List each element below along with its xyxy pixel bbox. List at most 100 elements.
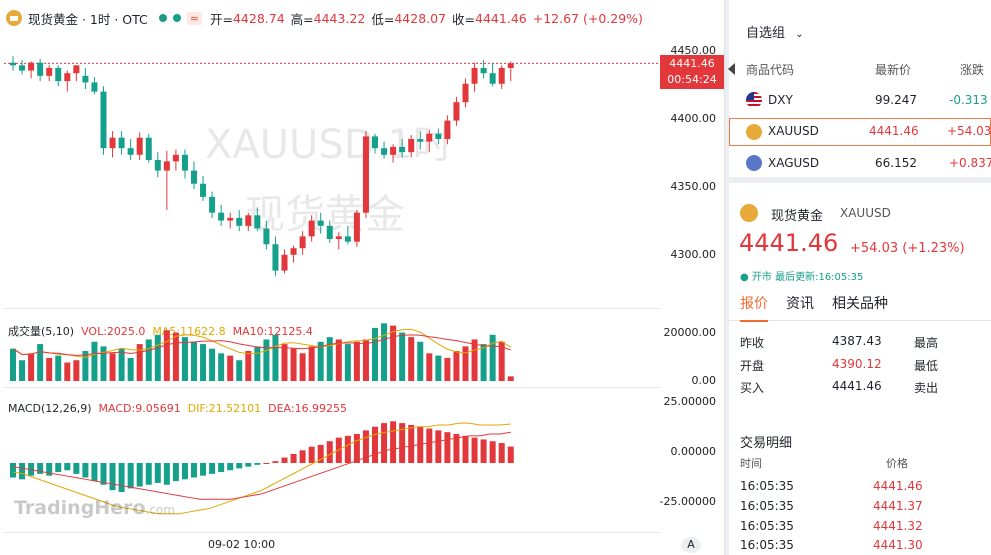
candle-body [335, 236, 342, 239]
symbol-title[interactable]: 现货黄金 · 1时 · OTC [28, 11, 148, 27]
candle-body [91, 82, 98, 92]
watchlist-header: 商品代码 最新价 涨跌 [729, 60, 991, 78]
candle-body [471, 67, 478, 84]
macd-dea: DEA:16.99255 [268, 402, 348, 415]
brand-logo: TradingHero.com [14, 497, 175, 519]
auto-scale-button[interactable]: A [681, 537, 701, 553]
price-panel[interactable] [4, 34, 660, 309]
volume-panel[interactable]: 成交量(5,10) VOL:2025.0 MA5:11622.8 MA10:12… [4, 313, 660, 388]
macd-bar [444, 432, 451, 463]
tab-news[interactable]: 资讯 [786, 296, 814, 312]
watchlist-collapse-icon[interactable] [728, 63, 735, 75]
candle-body [154, 160, 161, 171]
candle-body [236, 217, 243, 226]
volume-bar [73, 360, 80, 381]
candle-body [399, 146, 406, 153]
low-value: 4428.07 [394, 10, 447, 26]
quote-row: 昨收 4387.43 最高 [729, 334, 991, 354]
volume-bar [507, 376, 514, 381]
macd-bar [46, 463, 53, 476]
volume-vol: VOL:2025.0 [81, 325, 146, 338]
candle-body [272, 244, 279, 271]
volume-bar [417, 341, 424, 381]
macd-bar [19, 463, 26, 480]
row-code: XAGUSD [768, 156, 820, 170]
macd-bar [118, 463, 125, 492]
time-tick: 09-02 10:00 [208, 538, 276, 551]
row-price: 4441.46 [869, 124, 919, 138]
row-change: +54.03 [947, 124, 991, 138]
macd-dif: DIF:21.52101 [187, 402, 262, 415]
volume-label: 成交量(5,10) [8, 325, 75, 338]
candle-body [299, 236, 306, 249]
candle-body [127, 148, 134, 155]
quote-key: 最低 [914, 359, 939, 373]
macd-bar [236, 463, 243, 469]
price-tick: 4350.00 [670, 180, 717, 193]
trades-title: 交易明细 [740, 436, 793, 451]
trade-time: 16:05:35 [740, 499, 794, 513]
volume-bar [462, 346, 469, 381]
macd-bar [462, 435, 469, 463]
watchlist-row[interactable]: XAGUSD 66.152 +0.837 [729, 152, 991, 174]
macd-bar [55, 463, 62, 473]
volume-bar [335, 339, 342, 381]
detail-change: +54.03 (+1.23%) [850, 241, 965, 256]
close-value: 4441.46 [475, 10, 527, 26]
macd-label: MACD(12,26,9) [8, 402, 92, 415]
macd-bar [390, 421, 397, 463]
volume-bar [272, 334, 279, 381]
candle-body [145, 137, 152, 161]
price-tick: 4300.00 [670, 248, 717, 261]
candle-body [507, 63, 514, 68]
macd-dif-line [12, 422, 511, 515]
macd-bar [381, 423, 388, 463]
macd-bar [163, 463, 170, 485]
watchlist-dropdown[interactable]: 自选组 ⌄ [746, 22, 804, 41]
trade-price: 4441.37 [873, 499, 923, 513]
quote-key: 买入 [740, 381, 765, 395]
close-label: 收= [452, 11, 476, 27]
volume-bar [408, 337, 415, 381]
macd-tick: -25.00000 [659, 495, 716, 508]
volume-bar [127, 357, 134, 381]
last-price-tag: 4441.46 00:54:24 [660, 55, 724, 89]
macd-panel[interactable]: MACD(12,26,9) MACD:9.05691 DIF:21.52101 … [4, 393, 660, 533]
chart-area[interactable]: 现货黄金 · 1时 · OTC ≈ 开= 4428.74 高= 4443.22 低=… [0, 0, 725, 555]
volume-bar [218, 353, 225, 381]
candle-body [191, 170, 197, 184]
tab-quote[interactable]: 报价 [740, 293, 768, 322]
time-axis: 09-02 10:00 A [0, 535, 724, 555]
status-dot-icon [172, 14, 181, 22]
quote-key: 开盘 [740, 359, 765, 373]
volume-bar [362, 339, 369, 381]
trade-price: 4441.46 [873, 479, 923, 493]
volume-bar [372, 327, 378, 381]
watchlist-row-selected[interactable]: XAUUSD 4441.46 +54.03 [729, 118, 991, 146]
macd-bar [100, 463, 107, 485]
volume-bar [245, 351, 252, 381]
volume-bar [299, 353, 306, 381]
tab-related[interactable]: 相关品种 [832, 296, 888, 312]
macd-legend: MACD(12,26,9) MACD:9.05691 DIF:21.52101 … [8, 402, 347, 415]
macd-bar [91, 463, 98, 482]
trade-price: 4441.30 [873, 538, 923, 552]
wave-icon[interactable]: ≈ [186, 11, 202, 25]
volume-bar [19, 360, 26, 381]
macd-bar [272, 461, 279, 463]
volume-chart [10, 323, 514, 381]
macd-value: MACD:9.05691 [98, 402, 181, 415]
quote-key: 卖出 [914, 381, 939, 395]
macd-bar [145, 463, 152, 485]
volume-bar [82, 351, 89, 381]
macd-chart [10, 421, 514, 515]
volume-bar [227, 355, 234, 381]
row-code: DXY [768, 93, 793, 107]
symbol-header: 现货黄金 · 1时 · OTC ≈ 开= 4428.74 高= 4443.22 低=… [6, 8, 643, 28]
chevron-down-icon: ⌄ [795, 29, 804, 40]
candle-body [118, 137, 125, 149]
watchlist-row[interactable]: DXY 99.247 -0.313 [729, 89, 991, 111]
candle-body [317, 220, 324, 226]
detail-code: XAUUSD [840, 206, 891, 220]
